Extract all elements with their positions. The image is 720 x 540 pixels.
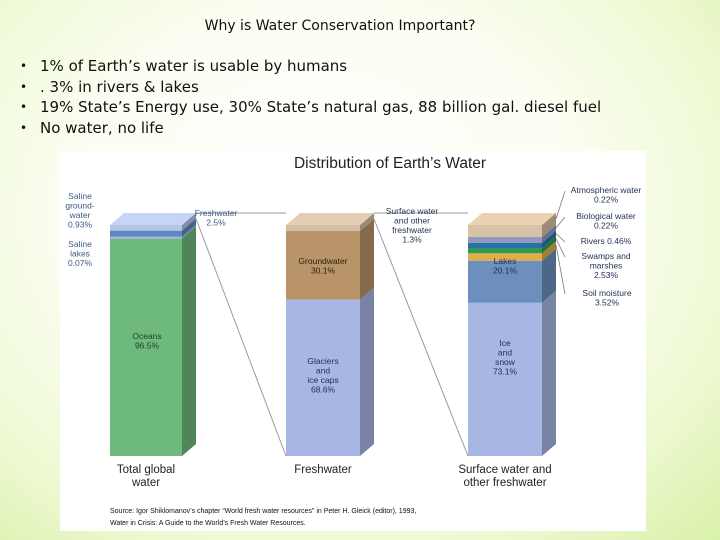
- bullet-item: • . 3% in rivers & lakes: [0, 77, 601, 98]
- segment-label: Lakes 20.1%: [493, 256, 518, 276]
- bar-segment: [468, 237, 542, 243]
- bar-segment: [468, 302, 542, 456]
- bullet-item: • 1% of Earth’s water is usable by humans: [0, 56, 601, 77]
- bullet-list: • 1% of Earth’s water is usable by humans…: [0, 56, 601, 138]
- bar-segment-side: [182, 226, 196, 456]
- segment-label: Swamps and marshes 2.53%: [581, 251, 630, 280]
- bar-segment-side: [542, 213, 556, 237]
- bar-top-face: [286, 213, 374, 225]
- segment-label: Ice and snow 73.1%: [493, 338, 518, 377]
- segment-label: Surface water and other freshwater 1.3%: [386, 206, 439, 245]
- label-pointer-line: [555, 233, 566, 243]
- source-citation-line-2: Water in Crisis: A Guide to the World’s …: [110, 520, 306, 527]
- bar-segment: [110, 225, 182, 231]
- bar-segment: [468, 225, 542, 237]
- bar-segment-side: [542, 290, 556, 456]
- segment-label: Freshwater 2.5%: [195, 208, 238, 228]
- bar-segment: [286, 225, 360, 231]
- bullet-marker: •: [20, 79, 28, 94]
- chart-title: Distribution of Earth’s Water: [294, 155, 486, 172]
- bar-segment-side: [542, 241, 556, 261]
- slide-title: Why is Water Conservation Important?: [204, 18, 476, 34]
- bullet-text: . 3% in rivers & lakes: [40, 77, 199, 96]
- segment-label: Saline ground-water 0.93%: [65, 191, 94, 230]
- bar-segment: [286, 299, 360, 456]
- bar-segment: [110, 236, 182, 239]
- bar-segment-side: [182, 218, 196, 237]
- bar-segment-side: [182, 213, 196, 231]
- water-distribution-figure: Distribution of Earth’s Water Oceans 96.5…: [60, 151, 646, 531]
- bar-top-face: [468, 213, 556, 225]
- bar-top-face: [110, 213, 196, 225]
- segment-label: Biological water 0.22%: [576, 211, 636, 231]
- bar-segment: [110, 238, 182, 456]
- bullet-text: 19% State’s Energy use, 30% State’s natu…: [40, 98, 602, 116]
- bar-category-label: Total global water: [117, 464, 175, 489]
- water-distribution-chart: Distribution of Earth’s Water Oceans 96.5…: [65, 155, 642, 527]
- bar-segment-side: [360, 287, 374, 456]
- bullet-marker: •: [20, 59, 28, 73]
- bar-segment-side: [542, 225, 556, 243]
- bar-segment: [110, 230, 182, 237]
- bar-segment-side: [542, 231, 556, 248]
- label-pointer-line: [555, 238, 566, 258]
- label-pointer-line: [555, 244, 566, 295]
- bullet-text: 1% of Earth’s water is usable by humans: [40, 57, 348, 75]
- segment-label: Soil moisture 3.52%: [582, 288, 631, 308]
- bullet-item: • 19% State’s Energy use, 30% State’s nat…: [0, 97, 601, 118]
- segment-label: Saline lakes 0.07%: [68, 239, 93, 268]
- bar-segment-side: [182, 224, 196, 239]
- segment-label: Glaciers and ice caps 68.6%: [307, 356, 338, 395]
- bar-segment: [468, 248, 542, 254]
- bullet-text: No water, no life: [40, 118, 164, 137]
- bar-segment-side: [360, 219, 374, 300]
- bar-segment: [468, 260, 542, 303]
- bullet-marker: •: [20, 120, 28, 135]
- label-pointer-line: [555, 190, 566, 220]
- bullet-item: • No water, no life: [0, 118, 601, 139]
- segment-label: Atmospheric water 0.22%: [571, 185, 642, 205]
- bar-segment-side: [542, 236, 556, 254]
- bar-segment-side: [542, 248, 556, 303]
- bar-category-label: Freshwater: [294, 464, 352, 476]
- bullet-marker: •: [20, 100, 28, 114]
- source-citation-line-1: Source: Igor Shiklomanov’s chapter “Worl…: [110, 508, 416, 515]
- segment-label: Groundwater 30.1%: [298, 256, 347, 276]
- label-pointer-line: [555, 216, 566, 229]
- bar-segment-side: [360, 213, 374, 231]
- segment-label: Oceans 96.5%: [132, 331, 161, 351]
- segment-label: Rivers 0.46%: [581, 236, 632, 246]
- bar-category-label: Surface water and other freshwater: [458, 464, 551, 489]
- bar-segment: [468, 253, 542, 261]
- bar-segment: [468, 243, 542, 248]
- connector-line: [195, 218, 287, 457]
- bar-segment: [286, 231, 360, 300]
- connector-line: [373, 218, 469, 457]
